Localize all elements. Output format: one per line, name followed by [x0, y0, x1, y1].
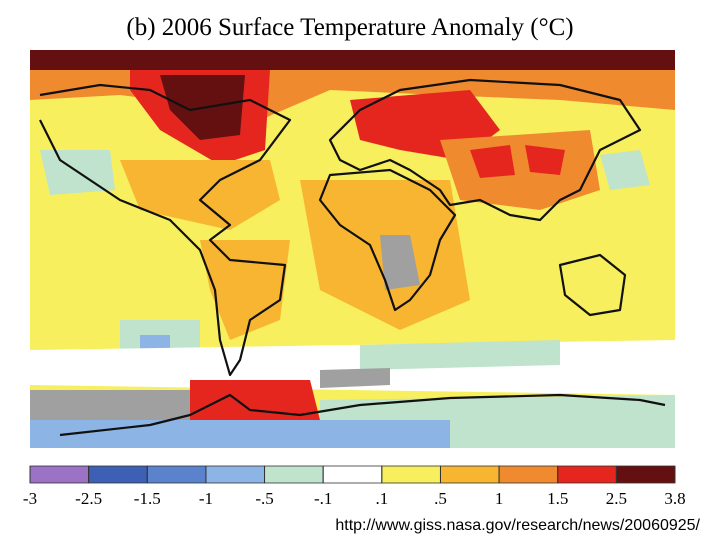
tick-label: -1	[199, 489, 213, 508]
tick-label: -1.5	[134, 489, 161, 508]
tick-label: -.1	[314, 489, 332, 508]
coastline	[318, 168, 457, 312]
region	[140, 335, 170, 350]
colorbar: -3 -2.5 -1.5 -1 -.5 -.1 .1 .5 1 1.5 2.5 3.8	[23, 465, 686, 508]
region	[470, 145, 565, 178]
arctic-band	[30, 50, 675, 70]
coastline	[558, 253, 627, 317]
tick-label: -3	[23, 489, 37, 508]
tick-label: .5	[434, 489, 447, 508]
coastline	[39, 83, 292, 377]
colorbar-bin	[322, 465, 383, 484]
region	[40, 150, 650, 195]
region	[380, 235, 420, 290]
colorbar-bin	[381, 465, 441, 484]
tick-label: 1.5	[547, 489, 568, 508]
colorbar-bin	[88, 465, 148, 484]
source-url: http://www.giss.nasa.gov/research/news/2…	[335, 517, 700, 534]
tick-label: .1	[375, 489, 388, 508]
colorbar-bin	[615, 465, 676, 484]
map-title: (b) 2006 Surface Temperature Anomaly (°C…	[126, 14, 573, 41]
map	[30, 50, 675, 448]
tick-label: 2.5	[606, 489, 627, 508]
region	[360, 340, 560, 370]
region	[30, 390, 190, 420]
tick-label: 1	[495, 489, 504, 508]
region	[440, 130, 600, 210]
tick-label: -.5	[255, 489, 273, 508]
region	[320, 368, 390, 388]
colorbar-bin	[264, 465, 324, 484]
colorbar-bin	[29, 465, 90, 484]
region	[120, 160, 280, 230]
region	[200, 240, 290, 340]
colorbar-bin	[557, 465, 617, 484]
colorbar-bin	[440, 465, 500, 484]
coastline	[59, 393, 666, 437]
colorbar-bin	[205, 465, 265, 484]
region	[190, 380, 320, 420]
region	[30, 420, 450, 448]
region	[450, 430, 675, 448]
coastline	[328, 78, 642, 222]
tick-label: -2.5	[75, 489, 102, 508]
colorbar-bin	[498, 465, 559, 484]
colorbar-bin	[146, 465, 207, 484]
tick-label: 3.8	[664, 489, 685, 508]
